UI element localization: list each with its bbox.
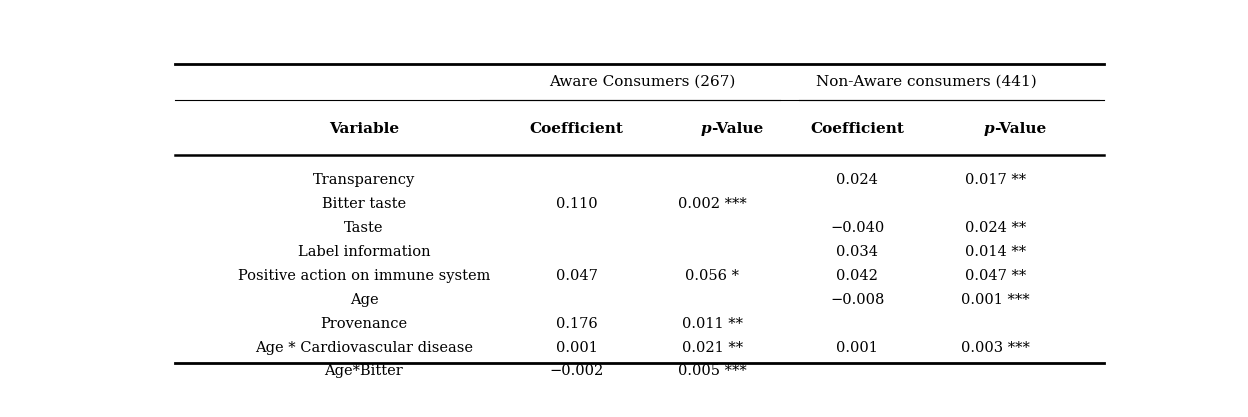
Text: 0.017 **: 0.017 ** xyxy=(965,173,1026,187)
Text: 0.021 **: 0.021 ** xyxy=(681,341,743,354)
Text: -Value: -Value xyxy=(995,122,1047,136)
Text: Taste: Taste xyxy=(344,221,383,235)
Text: Positive action on immune system: Positive action on immune system xyxy=(238,269,490,283)
Text: -Value: -Value xyxy=(711,122,764,136)
Text: Aware Consumers (267): Aware Consumers (267) xyxy=(549,75,735,89)
Text: Non-Aware consumers (441): Non-Aware consumers (441) xyxy=(815,75,1036,89)
Text: −0.002: −0.002 xyxy=(549,364,604,379)
Text: 0.110: 0.110 xyxy=(555,197,598,211)
Text: Bitter taste: Bitter taste xyxy=(322,197,406,211)
Text: Age*Bitter: Age*Bitter xyxy=(324,364,403,379)
Text: Coefficient: Coefficient xyxy=(530,122,624,136)
Text: 0.011 **: 0.011 ** xyxy=(681,317,743,331)
Text: Coefficient: Coefficient xyxy=(810,122,904,136)
Text: −0.008: −0.008 xyxy=(830,293,885,306)
Text: Age: Age xyxy=(349,293,378,306)
Text: Age * Cardiovascular disease: Age * Cardiovascular disease xyxy=(255,341,473,354)
Text: Variable: Variable xyxy=(329,122,399,136)
Text: 0.001 ***: 0.001 *** xyxy=(961,293,1030,306)
Text: Label information: Label information xyxy=(297,245,431,259)
Text: 0.014 **: 0.014 ** xyxy=(965,245,1026,259)
Text: 0.047 **: 0.047 ** xyxy=(965,269,1026,283)
Text: 0.001: 0.001 xyxy=(836,341,879,354)
Text: p‑Value: p‑Value xyxy=(680,122,744,136)
Text: p: p xyxy=(700,122,711,136)
Text: 0.024 **: 0.024 ** xyxy=(965,221,1026,235)
Text: 0.176: 0.176 xyxy=(555,317,598,331)
Text: 0.056 *: 0.056 * xyxy=(685,269,739,283)
Text: 0.024: 0.024 xyxy=(836,173,879,187)
Text: 0.047: 0.047 xyxy=(555,269,598,283)
Text: p‑Value: p‑Value xyxy=(963,122,1027,136)
Text: 0.002 ***: 0.002 *** xyxy=(678,197,746,211)
Text: 0.001: 0.001 xyxy=(555,341,598,354)
Text: Provenance: Provenance xyxy=(321,317,408,331)
Text: 0.042: 0.042 xyxy=(836,269,879,283)
Text: Transparency: Transparency xyxy=(313,173,416,187)
Text: 0.034: 0.034 xyxy=(836,245,879,259)
Text: 0.003 ***: 0.003 *** xyxy=(961,341,1030,354)
Text: p: p xyxy=(983,122,995,136)
Text: 0.005 ***: 0.005 *** xyxy=(678,364,746,379)
Text: −0.040: −0.040 xyxy=(830,221,885,235)
